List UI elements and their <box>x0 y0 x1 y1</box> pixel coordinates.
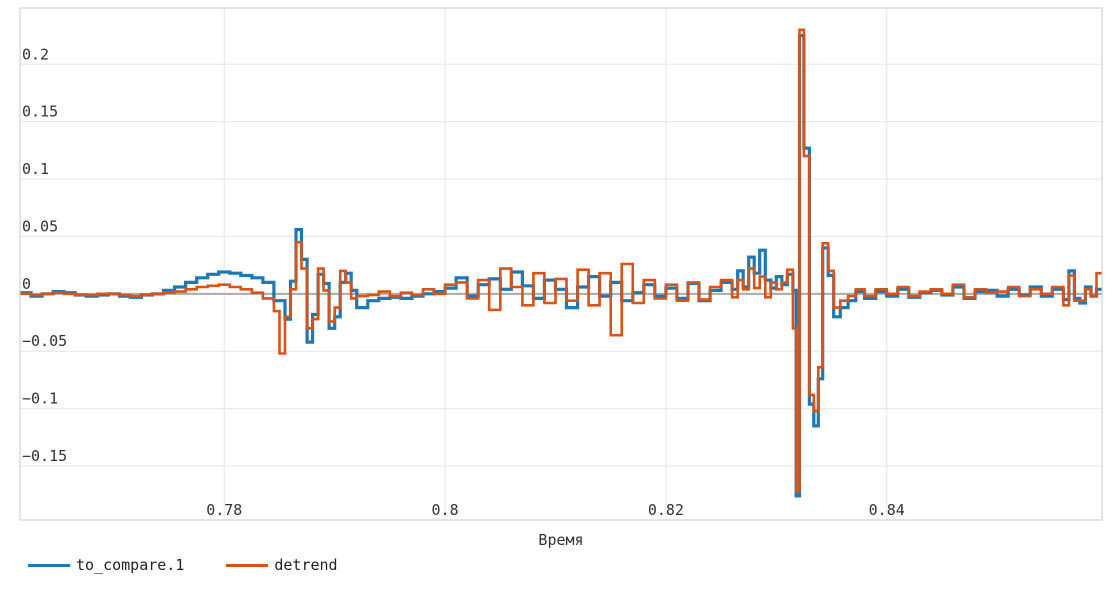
legend-item-detrend[interactable]: detrend <box>226 556 338 574</box>
legend: to_compare.1 detrend <box>28 556 338 574</box>
series-line-detrend <box>20 28 1102 493</box>
tick-layer: 0.2 0.15 0.1 0.05 0 −0.05 −0.1 −0.15 0.78 0.8 0.82… <box>22 45 905 519</box>
legend-label-detrend: detrend <box>274 556 338 574</box>
legend-swatch-to-compare <box>28 563 70 567</box>
y-tick-label: −0.1 <box>22 390 58 408</box>
legend-swatch-detrend <box>226 563 269 567</box>
x-tick-label: 0.78 <box>206 501 242 519</box>
x-tick-label: 0.82 <box>648 501 684 519</box>
y-tick-label: −0.15 <box>22 447 67 465</box>
legend-item-to-compare[interactable]: to_compare.1 <box>28 556 184 574</box>
x-axis-label: Время <box>538 531 583 549</box>
y-tick-label: 0.2 <box>22 45 49 63</box>
plot-background <box>20 8 1102 520</box>
y-tick-label: 0.1 <box>22 160 49 178</box>
plot-frame <box>19 7 1103 521</box>
x-tick-label: 0.84 <box>869 501 905 519</box>
y-tick-label: −0.05 <box>22 332 67 350</box>
legend-label-to-compare: to_compare.1 <box>76 556 185 574</box>
y-tick-label: 0.05 <box>22 217 58 235</box>
x-tick-label: 0.8 <box>432 501 459 519</box>
series-layer <box>20 28 1102 498</box>
y-tick-label: 0.15 <box>22 103 58 121</box>
y-tick-label: 0 <box>22 275 31 293</box>
